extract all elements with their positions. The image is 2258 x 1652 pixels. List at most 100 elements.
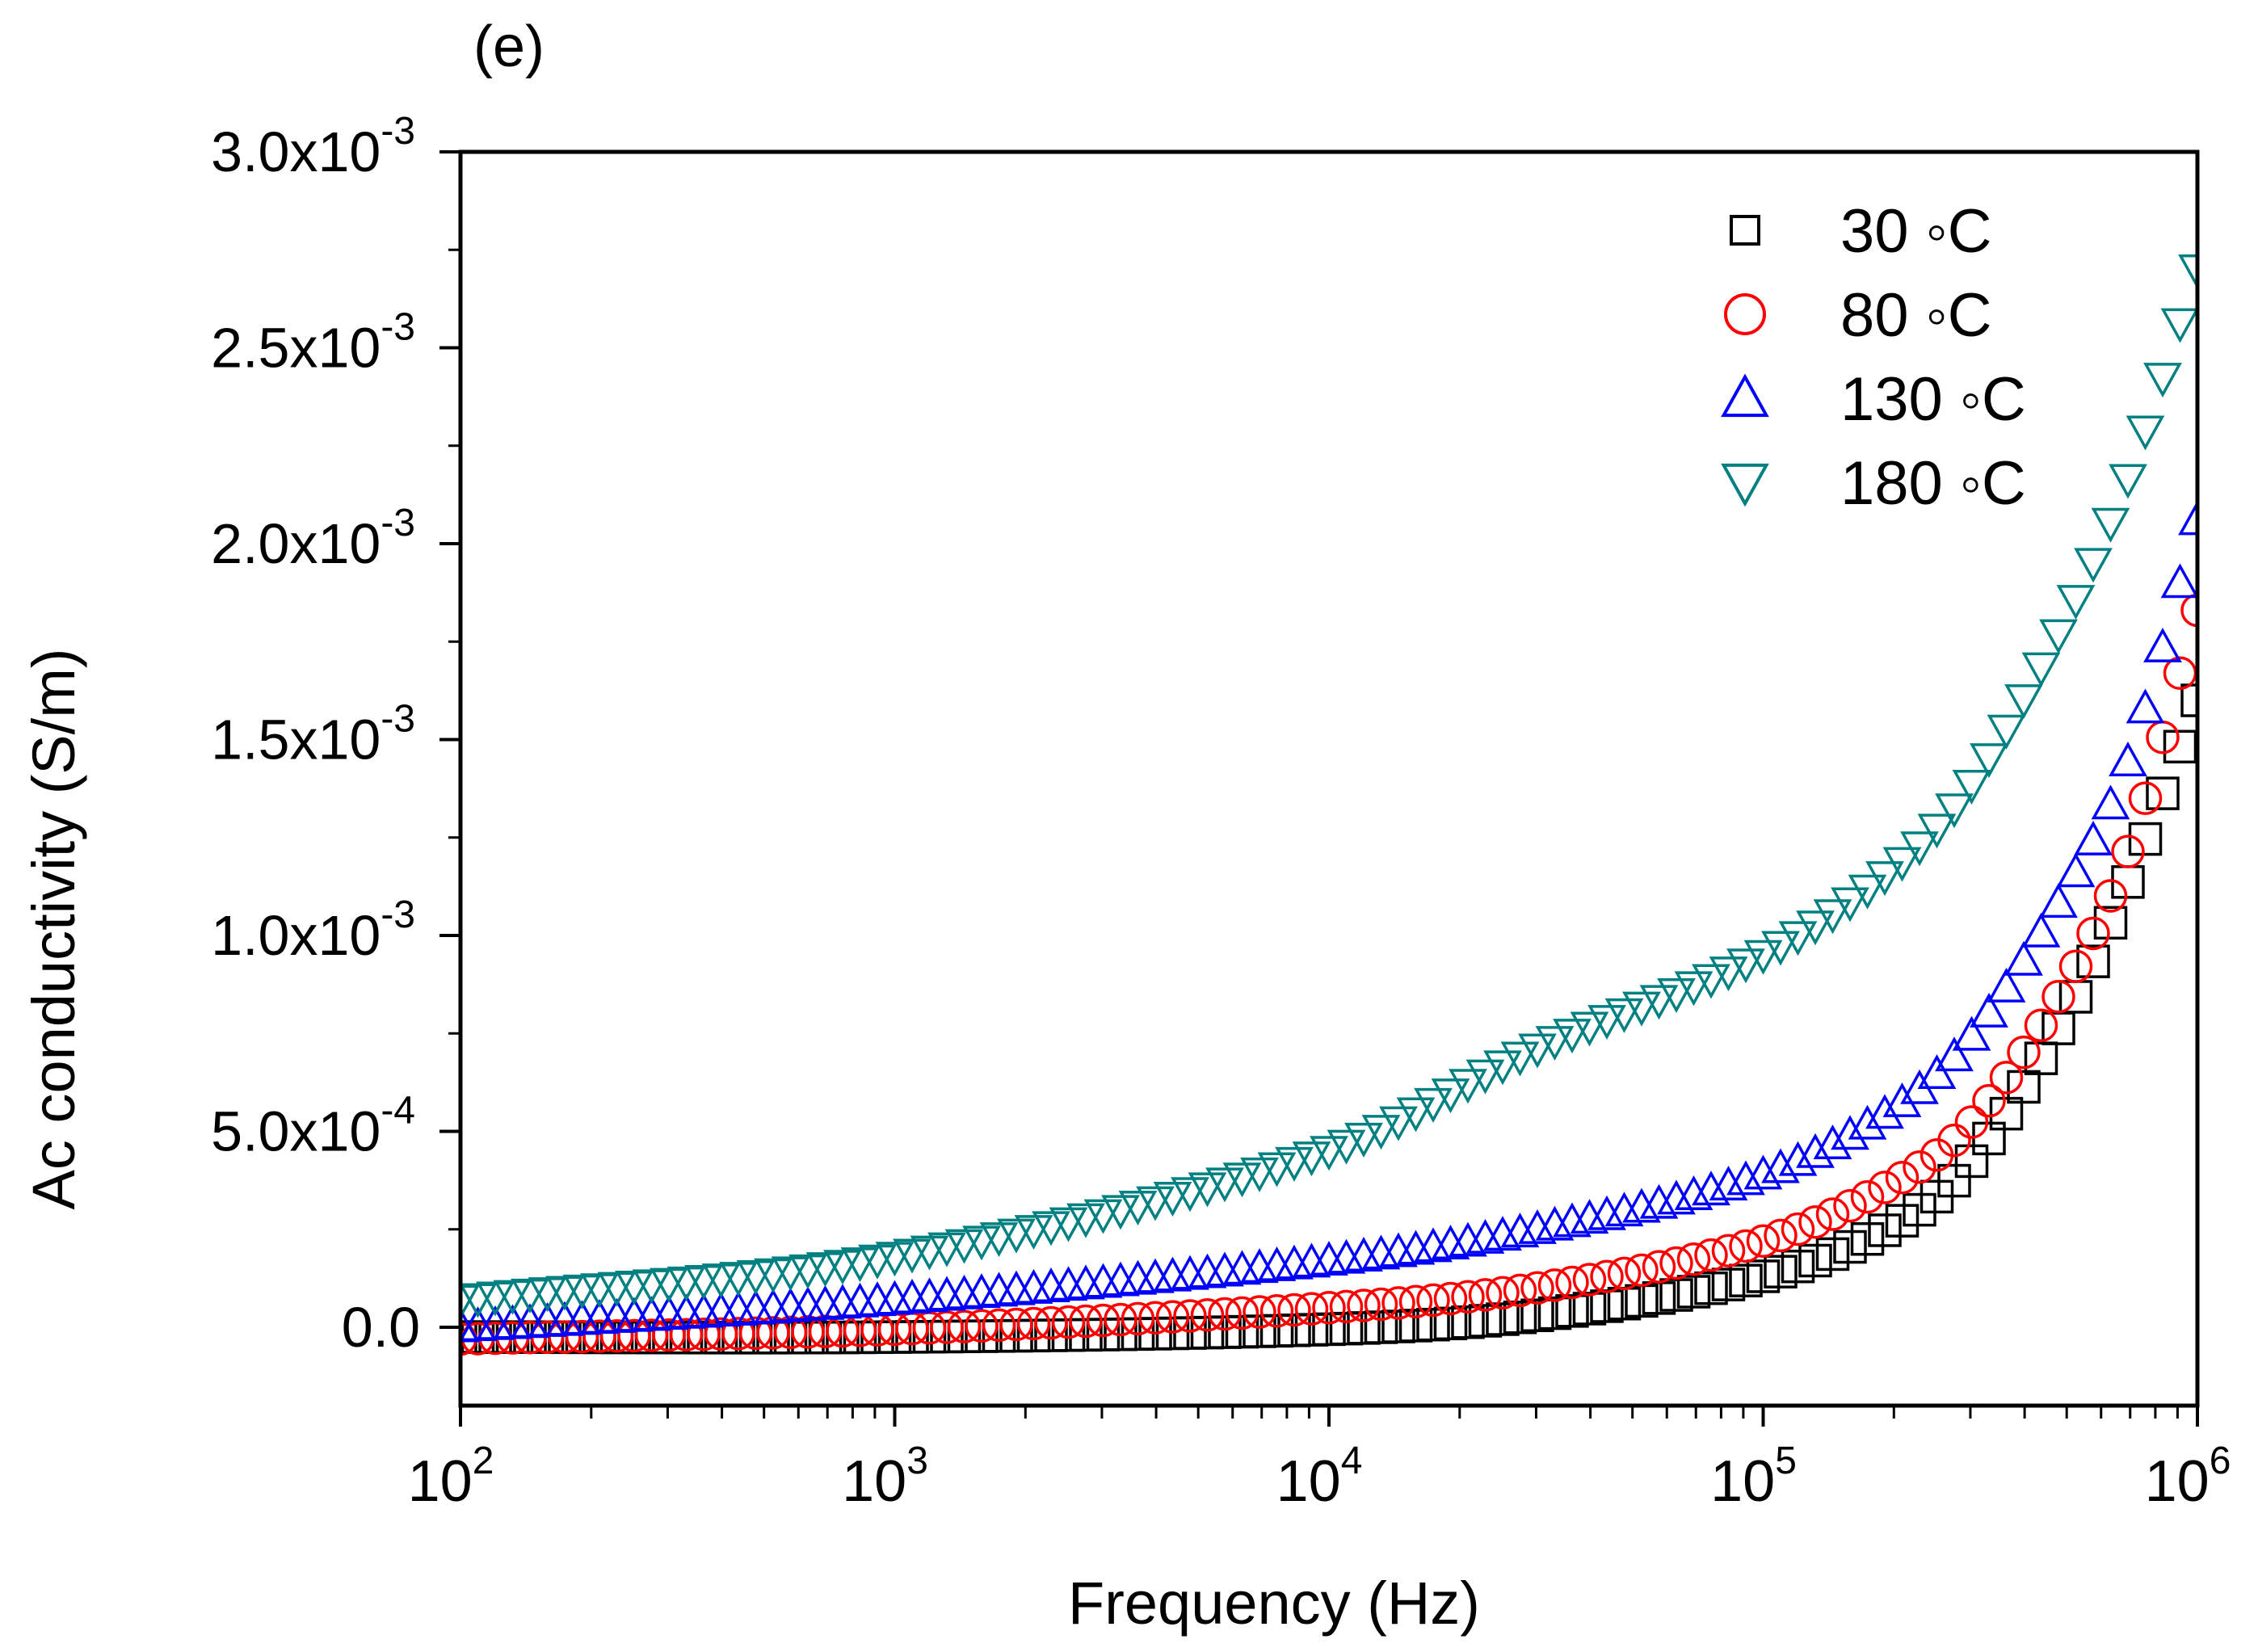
y-tick-label: 0.0 [342,1296,420,1359]
data-point [1136,1186,1175,1221]
data-point [1101,1195,1140,1230]
legend-marker-square [1730,215,1760,246]
data-point [1364,1287,1398,1322]
data-point [1398,1309,1433,1343]
data-point [1813,899,1852,935]
data-point [1121,1301,1155,1336]
data-point [912,1319,947,1354]
data-point [1778,921,1818,956]
data-point [1486,1302,1520,1336]
data-point [1937,1163,1971,1198]
data-point [2126,688,2165,724]
data-point [1347,1288,1381,1322]
data-point [858,1244,897,1280]
data-point [1503,1301,1537,1335]
series-triangle-up [460,500,2197,1343]
data-point [2076,944,2110,978]
data-point [1364,1310,1398,1344]
data-point [1433,1306,1468,1341]
data-point [1781,1249,1815,1284]
data-point [997,1218,1036,1254]
data-point [1935,793,1974,829]
data-point [1555,1265,1589,1300]
data-point [1468,1278,1503,1312]
data-point [1555,1294,1589,1328]
data-point [1225,1296,1259,1330]
data-point [2056,585,2096,620]
data-point [1657,1179,1696,1215]
legend-item: 180 ◦C [1721,449,2026,518]
data-point [2111,834,2145,868]
data-point [788,1254,827,1289]
data-point [1954,1105,1989,1139]
data-point [1049,1207,1088,1242]
data-point [1850,1221,1885,1256]
data-point [1468,1304,1503,1338]
legend-item: 130 ◦C [1721,365,2026,434]
data-point [1225,1314,1259,1349]
data-point [1257,1152,1297,1188]
data-point [1972,1083,2006,1118]
data-point [877,1320,912,1354]
series-triangle-down [460,254,2197,1320]
data-point [1831,1115,1869,1150]
data-point [1294,1313,1329,1347]
data-point [1570,1011,1609,1047]
data-point [1694,1238,1728,1272]
data-point [1676,1242,1711,1276]
data-point [1188,1172,1227,1208]
data-point [1066,1203,1105,1238]
data-point [1014,1215,1053,1251]
data-point [704,1317,738,1351]
data-point [1726,948,1765,984]
data-point [1083,1199,1123,1234]
data-point [1398,1284,1433,1318]
data-point [1868,1171,1902,1204]
data-point [823,1250,862,1285]
data-point [1743,939,1783,975]
data-point [1935,1036,1974,1072]
y-tick-label: 1.5x10-3 [211,698,415,771]
data-point [687,1318,721,1351]
data-point [999,1318,1033,1353]
data-point [1104,1302,1137,1337]
data-point [2128,781,2163,815]
data-point [1761,931,1800,966]
x-tick-label: 104 [1276,1440,1363,1514]
data-point [1034,1305,1068,1340]
data-point [1970,743,2008,779]
data-point [1746,1224,1781,1259]
data-point [1537,1296,1572,1330]
data-point [1414,1087,1453,1123]
data-point [756,1316,790,1350]
data-point [1726,1160,1765,1196]
data-point [771,1256,810,1292]
markers-layer [460,254,2197,1356]
data-point [1294,1292,1329,1326]
data-point [1520,1271,1554,1305]
data-point [1813,1124,1852,1159]
data-point [910,1235,949,1271]
data-point [2024,1008,2058,1042]
legend-item: 30 ◦C [1730,197,1991,266]
data-point [1190,1315,1225,1350]
data-point [1865,861,1904,897]
data-point [947,1309,982,1343]
data-point [2109,742,2147,776]
data-point [947,1319,982,1354]
data-point [1259,1294,1294,1328]
data-point [1778,1141,1818,1176]
data-point [1917,813,1957,849]
data-point [1711,1234,1746,1267]
data-point [1032,1211,1070,1246]
data-point [1086,1303,1121,1338]
data-point [1208,1315,1242,1349]
data-point [1051,1305,1086,1339]
data-point [2074,820,2113,855]
data-point [1622,991,1661,1027]
y-tick-label: 3.0x10-3 [211,110,415,183]
data-point [1416,1283,1450,1318]
data-point [1016,1318,1051,1353]
data-point [1885,1204,1920,1238]
data-point [965,1309,999,1343]
